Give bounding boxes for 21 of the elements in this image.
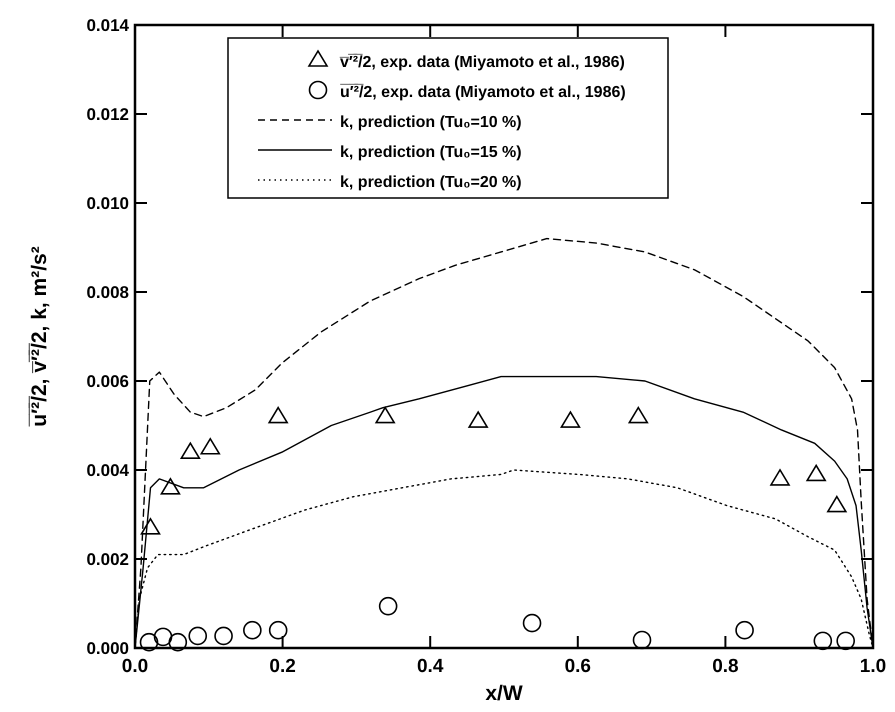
y-tick-label: 0.006 <box>86 372 129 391</box>
y-tick-label: 0.004 <box>86 461 130 480</box>
x-tick-label: 0.4 <box>416 656 444 677</box>
legend-label: u̅′̅²̅/2, exp. data (Miyamoto et al., 1986) <box>340 83 626 101</box>
x-tick-label: 0.0 <box>122 656 148 677</box>
y-tick-label: 0.012 <box>86 105 129 124</box>
legend-label: k, prediction (Tu₀=10 %) <box>340 114 522 131</box>
legend-label: k, prediction (Tu₀=20 %) <box>340 174 522 191</box>
y-tick-label: 0.002 <box>86 550 129 569</box>
x-tick-label: 1.0 <box>860 656 886 677</box>
x-tick-label: 0.2 <box>269 656 296 677</box>
y-axis-title: u̅′̅²̅/2, v̅′̅²̅/2, k, m²/s² <box>28 246 51 428</box>
y-tick-label: 0.008 <box>86 283 129 302</box>
x-tick-label: 0.8 <box>712 656 739 677</box>
legend-label: k, prediction (Tu₀=15 %) <box>340 144 522 161</box>
x-axis-title: x/W <box>485 682 523 705</box>
y-tick-label: 0.010 <box>86 194 129 213</box>
legend-label: v̅′̅²̅/2, exp. data (Miyamoto et al., 1986) <box>339 53 625 71</box>
y-tick-label: 0.014 <box>86 16 130 35</box>
x-tick-label: 0.6 <box>564 656 592 677</box>
y-tick-label: 0.000 <box>86 639 129 658</box>
